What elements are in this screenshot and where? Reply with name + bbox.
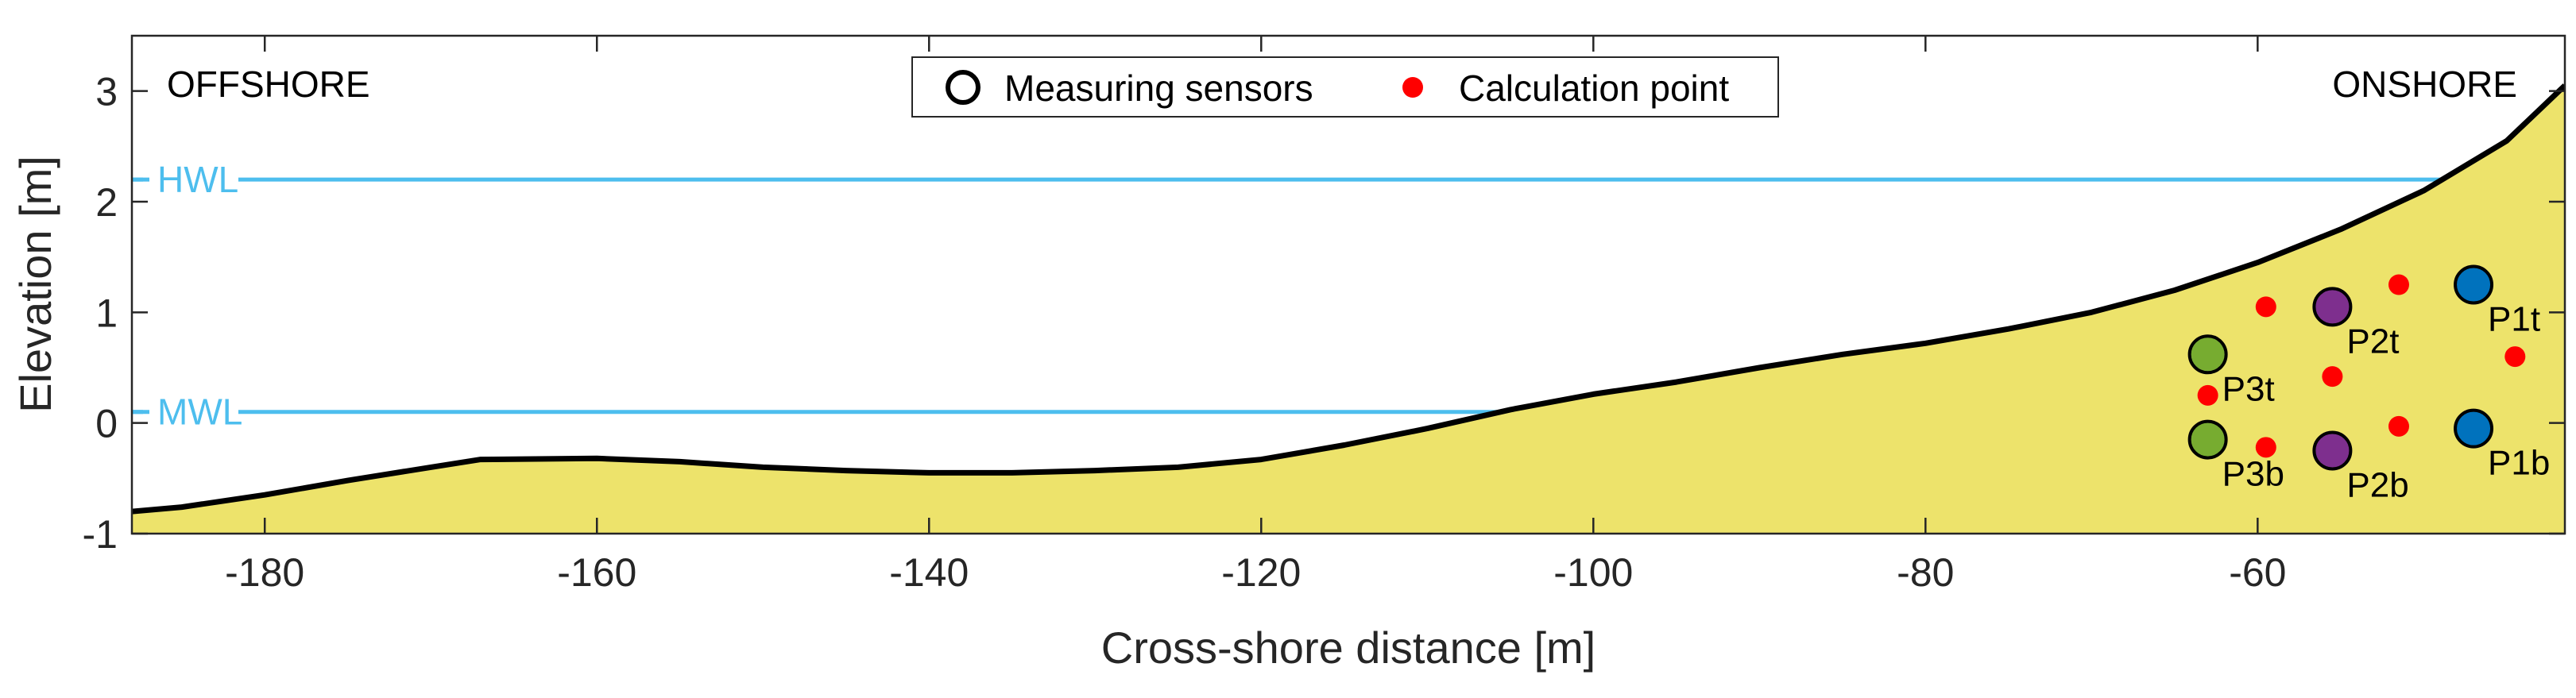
legend: Measuring sensors Calculation point bbox=[911, 56, 1779, 118]
sensor-label-p2t: P2t bbox=[2346, 322, 2399, 361]
level-label-mwl: MWL bbox=[157, 391, 242, 433]
calculation-point-2 bbox=[2388, 274, 2409, 295]
sensor-marker-p3t bbox=[2187, 334, 2228, 375]
calculation-point-1 bbox=[2255, 296, 2276, 318]
y-tick-label: 1 bbox=[95, 291, 118, 335]
level-label-hwl: HWL bbox=[157, 159, 238, 200]
legend-marker-measuring-sensors bbox=[946, 70, 981, 105]
calculation-point-3 bbox=[2504, 346, 2526, 368]
x-tick-label: -60 bbox=[2229, 550, 2286, 595]
calculation-point-7 bbox=[2388, 415, 2409, 437]
sensor-marker-p2b bbox=[2312, 430, 2353, 471]
x-tick-label: -100 bbox=[1553, 550, 1633, 595]
sensor-marker-p1b bbox=[2454, 408, 2494, 449]
axes-frame bbox=[130, 34, 2566, 535]
x-tick-label: -180 bbox=[225, 550, 304, 595]
x-tick-label: -140 bbox=[889, 550, 969, 595]
y-tick-label: 3 bbox=[95, 70, 118, 114]
x-tick-label: -160 bbox=[557, 550, 636, 595]
sensor-label-p1t: P1t bbox=[2488, 300, 2540, 339]
corner-label-onshore: ONSHORE bbox=[2332, 64, 2517, 105]
axis-ticks: -180 -160 -140 -120 -100 -80 -60 -1 0 1 2 3 bbox=[83, 36, 2565, 595]
calculation-point-4 bbox=[2322, 366, 2343, 388]
sensor-label-p3t: P3t bbox=[2222, 369, 2275, 408]
sensor-marker-p2t bbox=[2312, 287, 2353, 327]
sensor-marker-p3b bbox=[2187, 419, 2228, 460]
x-tick-label: -80 bbox=[1897, 550, 1954, 595]
corner-label-offshore: OFFSHORE bbox=[167, 64, 370, 105]
y-axis-title: Elevation [m] bbox=[10, 156, 60, 413]
sensor-label-p1b: P1b bbox=[2488, 444, 2550, 483]
x-tick-label: -120 bbox=[1221, 550, 1301, 595]
legend-label-measuring-sensors: Measuring sensors bbox=[1004, 67, 1313, 109]
y-tick-label: 2 bbox=[95, 180, 118, 225]
plot-area: HWL MWL P1t P1b P2t P2b P3t P3b bbox=[132, 83, 2565, 534]
x-axis-title: Cross-shore distance [m] bbox=[1101, 623, 1595, 673]
legend-box bbox=[911, 56, 1779, 118]
legend-label-calculation-point: Calculation point bbox=[1459, 67, 1729, 109]
legend-marker-calculation-point bbox=[1402, 77, 1423, 98]
sensor-label-p2b: P2b bbox=[2346, 466, 2408, 505]
y-tick-label: 0 bbox=[95, 402, 118, 446]
y-tick-label: -1 bbox=[83, 512, 118, 557]
sensor-marker-p1t bbox=[2454, 264, 2494, 305]
profile-fill bbox=[132, 85, 2565, 534]
level-label-bg-mwl bbox=[143, 391, 238, 433]
plot-clip-group bbox=[132, 83, 2565, 534]
calculation-point-6 bbox=[2255, 437, 2276, 458]
sensor-label-p3b: P3b bbox=[2222, 455, 2284, 494]
level-label-bg-hwl bbox=[143, 159, 238, 201]
profile-line bbox=[132, 83, 2565, 515]
calculation-point-5 bbox=[2197, 384, 2218, 406]
